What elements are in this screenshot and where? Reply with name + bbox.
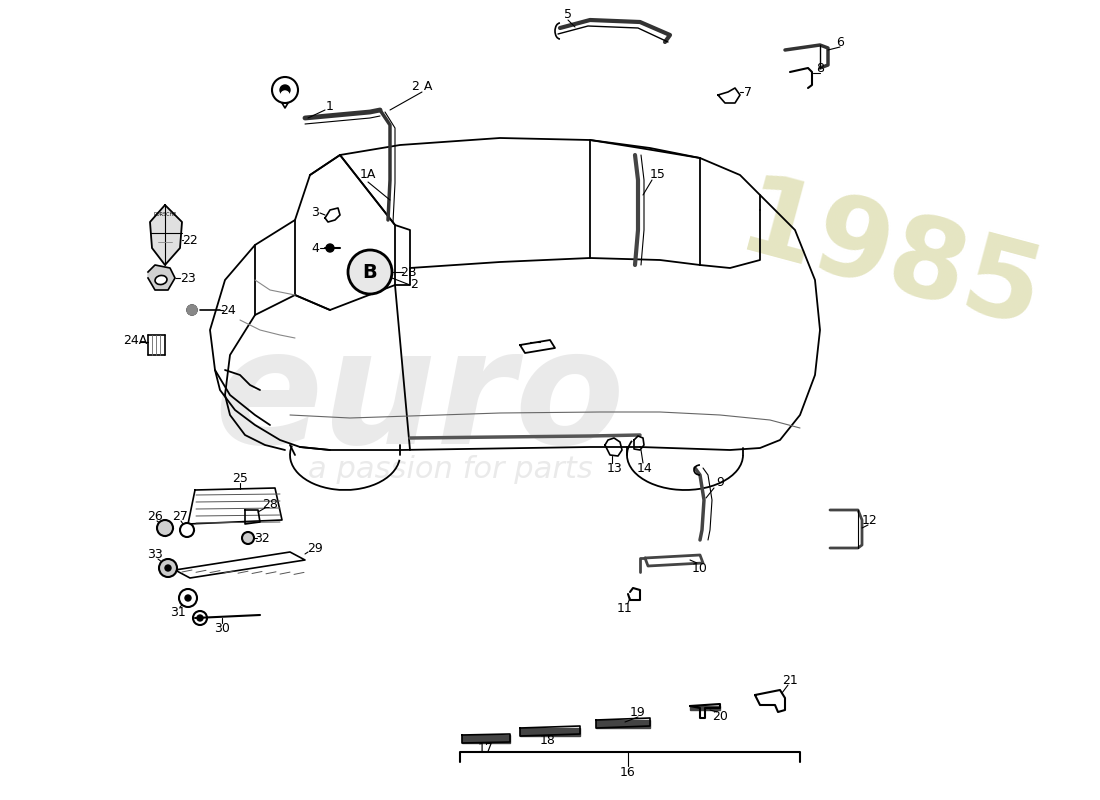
Circle shape [326, 244, 334, 252]
Text: 9: 9 [716, 475, 724, 489]
Text: 1985: 1985 [727, 168, 1053, 352]
Circle shape [185, 595, 191, 601]
Text: 1A: 1A [360, 169, 376, 182]
Circle shape [242, 532, 254, 544]
Polygon shape [690, 706, 721, 710]
Text: 27: 27 [172, 510, 188, 523]
Circle shape [160, 559, 177, 577]
Text: 26: 26 [147, 510, 163, 523]
Circle shape [180, 523, 194, 537]
Text: PORSCHE: PORSCHE [153, 213, 177, 218]
Text: 25: 25 [232, 471, 248, 485]
Text: 20: 20 [712, 710, 728, 722]
Text: euro: euro [214, 322, 625, 478]
Text: 32: 32 [254, 531, 270, 545]
Circle shape [179, 589, 197, 607]
Text: 19: 19 [630, 706, 646, 718]
Text: 31: 31 [170, 606, 186, 618]
Text: 16: 16 [620, 766, 636, 778]
Text: 21: 21 [782, 674, 797, 686]
Text: 11: 11 [617, 602, 632, 614]
Polygon shape [148, 265, 175, 290]
Text: 5: 5 [564, 9, 572, 22]
Text: 6: 6 [836, 35, 844, 49]
Text: 15: 15 [650, 169, 666, 182]
Text: 12: 12 [862, 514, 878, 526]
Text: 2: 2 [410, 278, 418, 291]
Polygon shape [520, 728, 580, 736]
Circle shape [280, 91, 289, 99]
Text: 10: 10 [692, 562, 708, 574]
Text: 2B: 2B [399, 266, 416, 278]
Circle shape [197, 615, 204, 621]
Text: 8: 8 [816, 62, 824, 74]
Circle shape [348, 250, 392, 294]
Text: 7: 7 [744, 86, 752, 98]
Circle shape [165, 565, 170, 571]
Text: 13: 13 [607, 462, 623, 474]
Text: 24: 24 [220, 303, 235, 317]
Text: 24A: 24A [123, 334, 147, 346]
Text: 33: 33 [147, 549, 163, 562]
Polygon shape [150, 205, 182, 265]
Text: 2 A: 2 A [411, 81, 432, 94]
Text: 3: 3 [311, 206, 319, 219]
Text: 14: 14 [637, 462, 653, 474]
Text: a passion for parts: a passion for parts [308, 455, 593, 485]
Text: 18: 18 [540, 734, 556, 746]
Text: 29: 29 [307, 542, 323, 554]
Text: B: B [363, 262, 377, 282]
Circle shape [157, 520, 173, 536]
Circle shape [187, 305, 197, 315]
Text: 4: 4 [311, 242, 319, 254]
Text: 30: 30 [214, 622, 230, 634]
Circle shape [280, 85, 290, 95]
Text: 17: 17 [478, 742, 494, 754]
Polygon shape [462, 735, 510, 743]
Text: 28: 28 [262, 498, 278, 511]
Text: 22: 22 [183, 234, 198, 246]
Text: 23: 23 [180, 271, 196, 285]
Text: 1: 1 [326, 101, 334, 114]
Polygon shape [596, 720, 650, 728]
Circle shape [272, 77, 298, 103]
Ellipse shape [155, 275, 167, 285]
